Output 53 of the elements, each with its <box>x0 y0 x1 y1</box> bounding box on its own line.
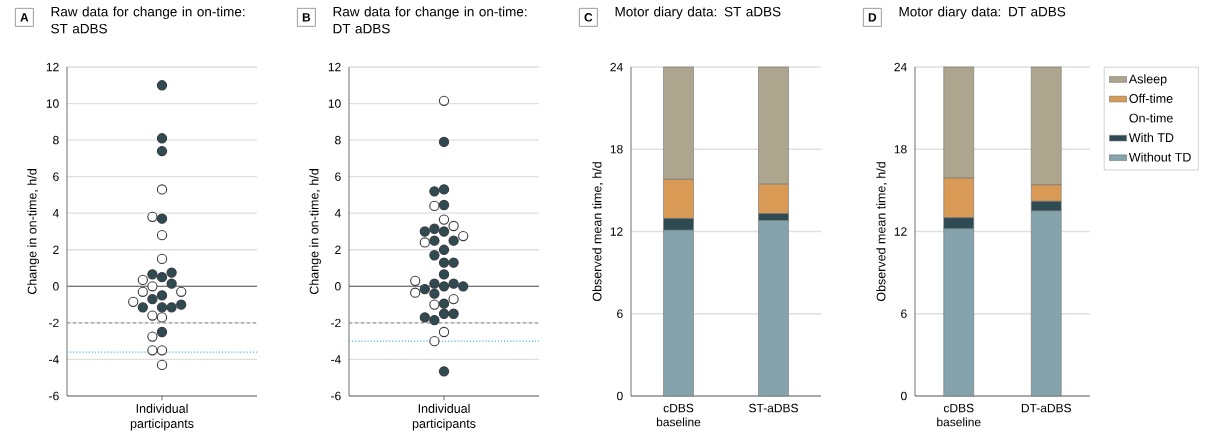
x-tick-label: cDBS baseline <box>937 403 981 427</box>
y-tick-label: 6 <box>901 309 907 318</box>
text: A <box>20 13 29 22</box>
y-tick-label: -2 <box>49 318 59 328</box>
y-tick-label: 18 <box>894 145 907 154</box>
y-tick-label: 0 <box>901 391 907 401</box>
chart-title: Raw data for change in on-time: DT aDBS <box>333 6 527 34</box>
legend-label: With TD <box>1128 132 1174 143</box>
x-tick-label: Individual participants <box>412 403 476 431</box>
y-tick-label: 10 <box>46 99 59 108</box>
text: C <box>584 13 593 22</box>
x-tick-label: ST-aDBS <box>749 403 798 413</box>
x-tick-label: cDBS baseline <box>656 403 701 427</box>
y-axis-title: Observed mean time, h/d <box>592 162 603 302</box>
chart-title: Motor diary data: DT aDBS <box>899 6 1066 20</box>
chart-title: Motor diary data: ST aDBS <box>615 6 781 20</box>
y-tick-label: -2 <box>331 318 341 328</box>
y-tick-label: 12 <box>328 62 341 72</box>
y-tick-label: 4 <box>52 209 59 218</box>
y-tick-label: -4 <box>49 355 59 364</box>
y-tick-label: 18 <box>610 145 623 154</box>
text: D <box>868 13 877 22</box>
x-tick-label: DT-aDBS <box>1021 403 1072 413</box>
y-tick-label: -6 <box>49 391 59 401</box>
y-tick-label: 0 <box>335 282 341 291</box>
y-tick-label: 0 <box>617 391 623 401</box>
legend-label: Asleep <box>1128 74 1167 86</box>
legend-label: Off-time <box>1129 93 1173 103</box>
y-axis-title: Observed mean time, h/d <box>876 162 887 302</box>
y-axis-title: Change in on-time, h/d <box>27 169 39 295</box>
y-tick-label: 12 <box>894 227 907 236</box>
y-tick-label: 12 <box>46 62 59 72</box>
y-tick-label: -4 <box>331 355 341 364</box>
text: B <box>302 13 311 22</box>
legend-title: On-time <box>1129 113 1173 123</box>
y-tick-label: -6 <box>331 391 341 401</box>
x-tick-label: Individual participants <box>130 403 194 431</box>
y-tick-label: 2 <box>53 245 59 254</box>
y-axis-title: Change in on-time, h/d <box>309 169 321 295</box>
y-tick-label: 6 <box>53 172 59 181</box>
chart-title: Raw data for change in on-time: ST aDBS <box>51 6 245 34</box>
y-tick-label: 24 <box>894 62 907 72</box>
y-tick-label: 6 <box>335 172 341 181</box>
y-tick-label: 24 <box>610 62 623 72</box>
y-tick-label: 8 <box>335 135 341 145</box>
y-tick-label: 12 <box>610 227 623 236</box>
legend-label: Without TD <box>1128 152 1191 162</box>
y-tick-label: 8 <box>53 135 59 145</box>
y-tick-label: 4 <box>334 209 341 218</box>
y-tick-label: 10 <box>328 99 341 108</box>
y-tick-label: 6 <box>617 309 623 318</box>
y-tick-label: 0 <box>53 282 59 291</box>
y-tick-label: 2 <box>335 245 341 254</box>
